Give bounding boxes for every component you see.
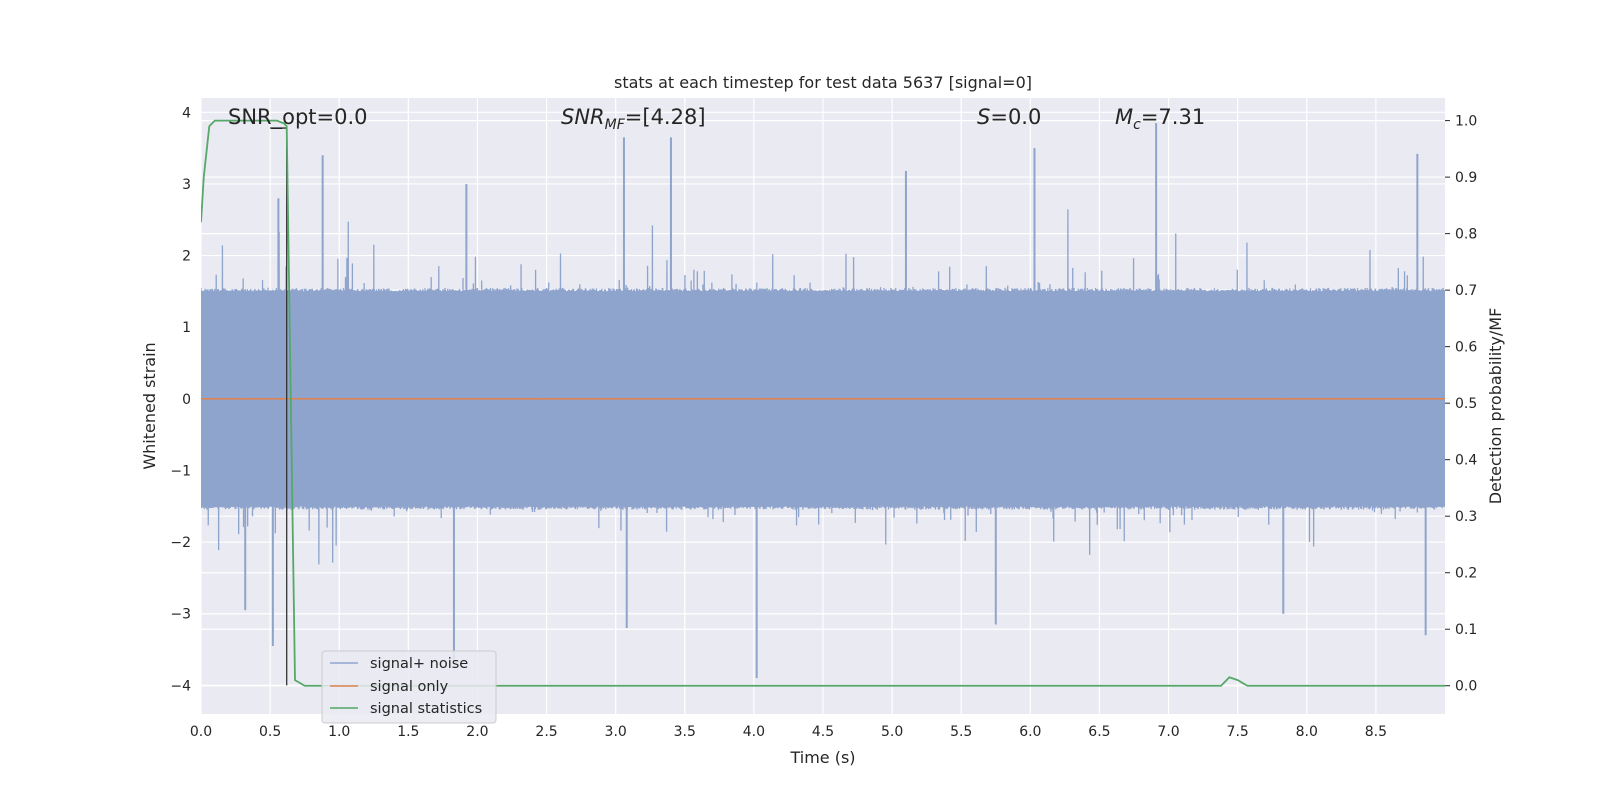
y-tick-label: 4 xyxy=(182,105,191,121)
s-letter: S xyxy=(977,105,990,129)
mc-annotation: Mc=7.31 xyxy=(1115,105,1205,133)
x-tick-label: 6.0 xyxy=(1019,724,1041,740)
y2-tick-label: 0.0 xyxy=(1455,679,1477,695)
x-tick-label: 3.5 xyxy=(674,724,696,740)
y-tick-label: −4 xyxy=(170,678,191,694)
x-tick-label: 2.0 xyxy=(466,724,488,740)
y-tick-label: −1 xyxy=(170,463,191,479)
x-axis-ticks: 0.0 0.5 1.0 1.5 2.0 2.5 3.0 3.5 4.0 4.5 5.0 5.5 6.0 6… xyxy=(190,724,1387,740)
x-tick-label: 5.5 xyxy=(950,724,972,740)
x-tick-label: 1.5 xyxy=(397,724,419,740)
overlay-lines xyxy=(201,119,1445,687)
legend-label-signal: signal only xyxy=(370,679,449,695)
y2-tick-label: 0.7 xyxy=(1455,283,1477,299)
y-tick-label: 0 xyxy=(182,392,191,408)
s-annotation: S=0.0 xyxy=(977,105,1041,129)
y2-axis-label: Detection probability/MF xyxy=(1486,308,1505,505)
x-tick-label: 1.0 xyxy=(328,724,350,740)
x-tick-label: 0.5 xyxy=(259,724,281,740)
y2-tick-label: 0.8 xyxy=(1455,227,1477,243)
y2-tick-label: 0.3 xyxy=(1455,509,1477,525)
x-tick-label: 7.0 xyxy=(1157,724,1179,740)
x-tick-label: 2.5 xyxy=(535,724,557,740)
legend-label-stats: signal statistics xyxy=(370,701,482,717)
x-tick-label: 7.5 xyxy=(1227,724,1249,740)
signal-statistics-line xyxy=(201,119,1445,687)
snr-mf-annotation: SNRMF=[4.28] xyxy=(561,105,706,133)
s-value: =0.0 xyxy=(990,105,1041,129)
y-axis-ticks: 4 3 2 1 0 −1 −2 −3 −4 xyxy=(170,105,191,694)
snr-mf-base: SNR xyxy=(561,105,605,129)
legend: signal+ noise signal only signal statist… xyxy=(321,650,497,724)
legend-box xyxy=(321,650,497,724)
y2-tick-label: 0.5 xyxy=(1455,396,1477,412)
x-tick-label: 3.0 xyxy=(605,724,627,740)
x-tick-label: 5.0 xyxy=(881,724,903,740)
y-tick-label: −2 xyxy=(170,535,191,551)
y-tick-label: 3 xyxy=(182,177,191,193)
y-axis-label: Whitened strain xyxy=(140,342,159,469)
noise-series xyxy=(201,123,1445,679)
mc-letter: M xyxy=(1115,105,1133,129)
legend-label-noise: signal+ noise xyxy=(370,656,468,672)
snr-mf-value: =[4.28] xyxy=(625,105,706,129)
x-tick-label: 4.0 xyxy=(743,724,765,740)
y-tick-label: 1 xyxy=(182,320,191,336)
chart-title: stats at each timestep for test data 563… xyxy=(614,73,1032,92)
y2-tick-label: 0.4 xyxy=(1455,453,1477,469)
snr-mf-sub: MF xyxy=(605,117,626,133)
x-axis-label: Time (s) xyxy=(789,748,855,767)
x-tick-label: 8.5 xyxy=(1365,724,1387,740)
y2-tick-label: 0.9 xyxy=(1455,170,1477,186)
y2-tick-label: 0.2 xyxy=(1455,566,1477,582)
x-tick-label: 4.5 xyxy=(812,724,834,740)
y-tick-label: 2 xyxy=(182,249,191,265)
x-tick-label: 8.0 xyxy=(1296,724,1318,740)
y2-tick-label: 1.0 xyxy=(1455,114,1477,130)
x-tick-label: 6.5 xyxy=(1088,724,1110,740)
y-tick-label: −3 xyxy=(170,607,191,623)
y2-axis-ticks: 1.0 0.9 0.8 0.7 0.6 0.5 0.4 0.3 0.2 0.1 0.0 xyxy=(1445,114,1477,695)
mc-sub: c xyxy=(1133,117,1141,133)
y2-tick-label: 0.6 xyxy=(1455,340,1477,356)
snr-opt-annotation: SNR_opt=0.0 xyxy=(228,105,368,130)
x-tick-label: 0.0 xyxy=(190,724,212,740)
mc-value: =7.31 xyxy=(1141,105,1205,129)
y2-tick-label: 0.1 xyxy=(1455,622,1477,638)
